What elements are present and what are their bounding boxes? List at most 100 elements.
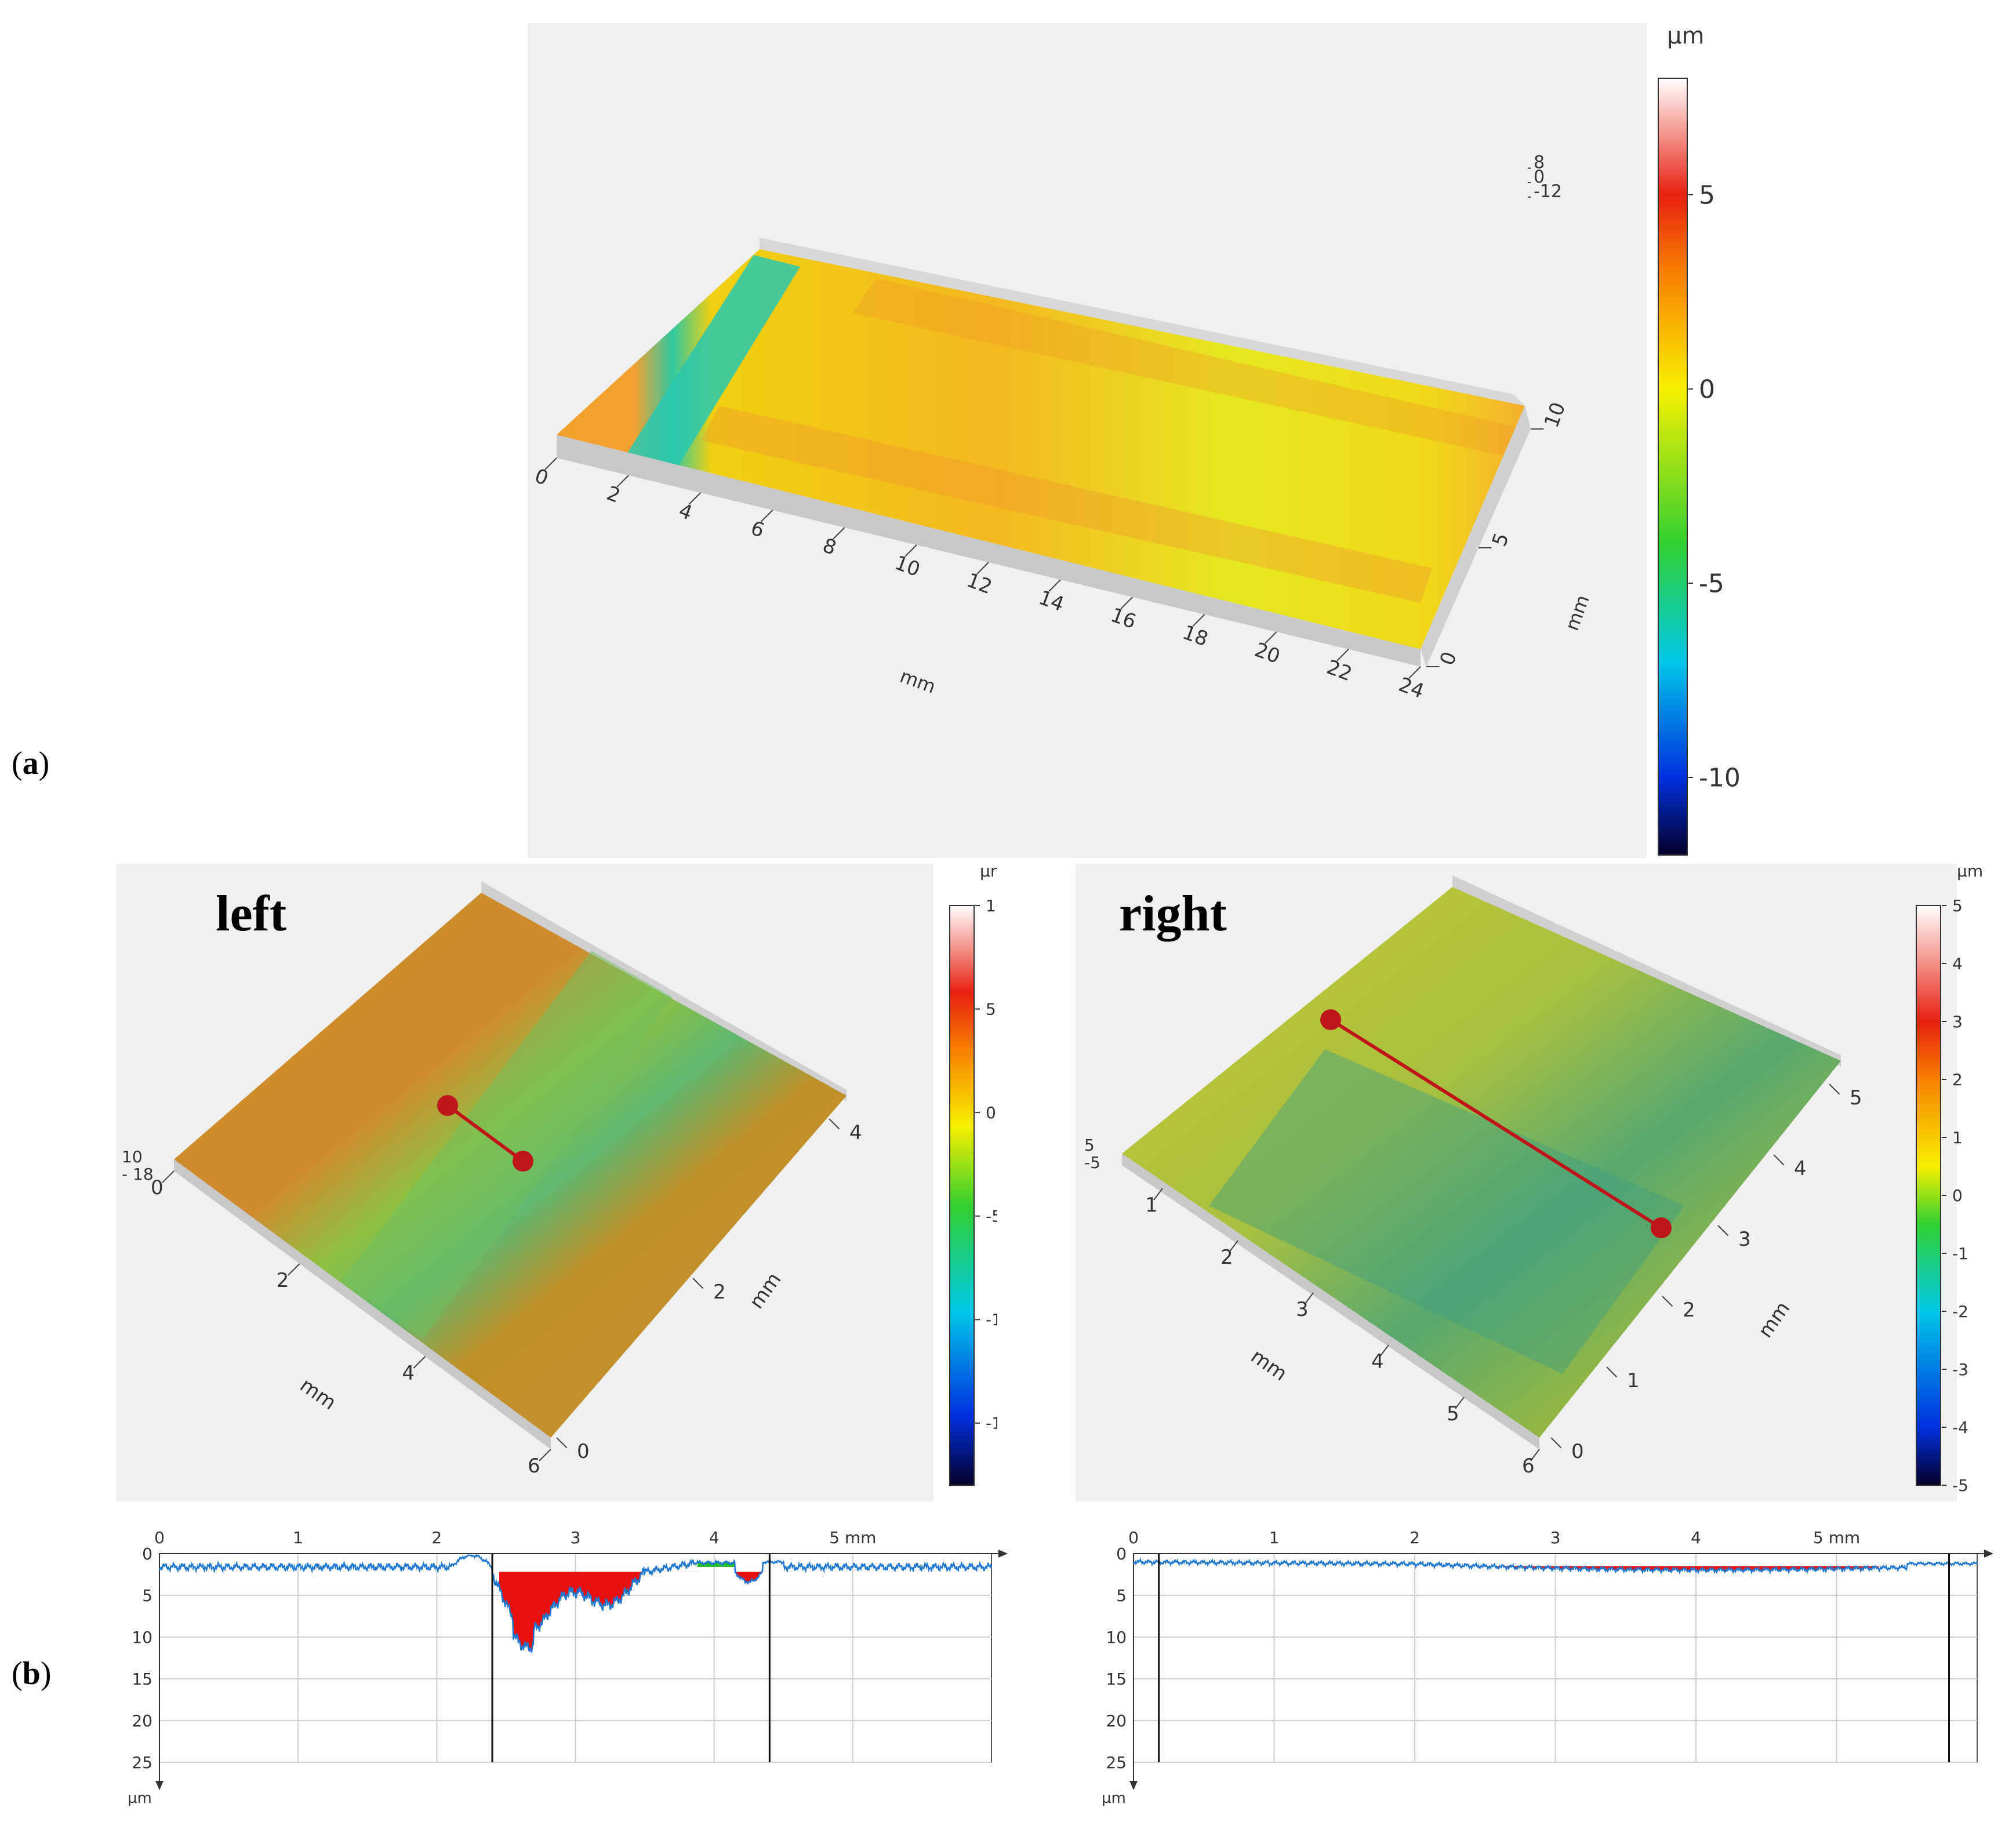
colorbar-right-ticks: 5 4 3 2 1 0 -1 -2 -3 -4 -5: [1942, 896, 1968, 1495]
figure-label-a: (a): [12, 745, 50, 781]
colorbar-left-ticks: 10 5 0 -5 -10 -15: [975, 896, 997, 1433]
x-axis-a-tick: [1048, 579, 1061, 592]
figure-label-b: (b): [12, 1656, 52, 1692]
colorbar-left-label: -5: [986, 1207, 997, 1226]
profile-y-tick: 0: [1116, 1544, 1127, 1563]
profile-y-tick: 15: [1106, 1670, 1127, 1689]
colorbar-left-label: 5: [986, 999, 996, 1019]
profile-x-tick: 3: [571, 1528, 581, 1547]
colorbar-right-label: 5: [1952, 896, 1963, 915]
colorbar-a: [1658, 78, 1688, 856]
x-axis-left-label: 6: [528, 1454, 540, 1478]
profile-y-tick: 0: [142, 1544, 152, 1563]
x-axis-left-label: 2: [277, 1269, 289, 1292]
x-axis-right-label: 4: [1371, 1350, 1384, 1373]
y-axis-right-label: 0: [1571, 1440, 1584, 1463]
profile-y-tick: 20: [132, 1711, 152, 1730]
colorbar-right-label: 0: [1952, 1186, 1963, 1205]
profile-x-tick: 3: [1550, 1528, 1561, 1547]
y-axis-left-tick: [829, 1118, 840, 1130]
profile-x-tick: 1: [293, 1528, 303, 1547]
profile-valley-fill: [499, 1572, 700, 1653]
x-axis-a-tick: [1408, 666, 1421, 679]
profile-x-tick: 4: [709, 1528, 720, 1547]
x-axis-right-tick: [1153, 1188, 1163, 1201]
profile-marker-line: [446, 1104, 524, 1163]
z-axis-a-label: 8: [1534, 152, 1545, 173]
wear-groove: [620, 255, 800, 475]
x-axis-a-tick: [616, 475, 629, 488]
x-axis-a-tick: [1264, 631, 1277, 644]
colorbar-a-unit: µm: [1667, 23, 1704, 49]
colorbar-right-label: -4: [1952, 1418, 1968, 1437]
x-axis-a-tick: [905, 544, 917, 557]
y-axis-right-tick: [1829, 1083, 1840, 1095]
profile-y-tick: 25: [132, 1753, 152, 1772]
colorbar-left: [949, 905, 975, 1486]
profile-y-tick: 10: [1106, 1628, 1127, 1647]
y-axis-right-label: 5: [1850, 1086, 1862, 1110]
colorbar-right-label: 3: [1952, 1012, 1963, 1031]
x-axis-left-label: 4: [402, 1362, 415, 1385]
x-axis-a-tick: [544, 457, 557, 470]
colorbar-a-label: -10: [1699, 763, 1741, 792]
x-axis-left-tick: [162, 1170, 175, 1183]
side-wall: [1421, 406, 1531, 667]
x-axis-right-label: 5: [1447, 1402, 1459, 1425]
profile-marker-start: [437, 1095, 458, 1116]
profile-x-tick: 2: [431, 1528, 442, 1547]
profile-y-unit: µm: [1102, 1790, 1126, 1807]
y-axis-right-tick: [1773, 1154, 1785, 1166]
profile-marker-end: [513, 1151, 533, 1172]
x-axis-right-label: 3: [1296, 1298, 1309, 1321]
y-axis-left-ticks: 0 2 4: [556, 1118, 862, 1463]
colorbar-right: [1916, 905, 1941, 1486]
x-axis-a-tick: [688, 492, 702, 505]
colorbar-right-unit: µm: [1957, 864, 1983, 881]
profile-x-tick: 0: [154, 1528, 165, 1547]
profile-marker-end: [1651, 1217, 1672, 1238]
colorbar-right-label: -2: [1952, 1302, 1968, 1321]
y-axis-left-label: 4: [849, 1121, 862, 1144]
x-axis-a-tick: [976, 562, 989, 574]
x-axis-left-tick: [539, 1449, 551, 1461]
z-axis-a-label: 0: [1534, 167, 1545, 187]
y-axis-right-label: 4: [1794, 1157, 1807, 1180]
colorbar-right-label: 1: [1952, 1128, 1963, 1147]
colorbar-left-label: -10: [986, 1310, 997, 1329]
x-axis-right-ticks: 1 2 3 4 5 6: [1145, 1188, 1540, 1478]
y-axis-right-label: 2: [1683, 1299, 1695, 1322]
profile-x-tick: 5 mm: [1813, 1528, 1860, 1547]
colorbar-right-label: 2: [1952, 1070, 1963, 1089]
x-axis-right-tick: [1229, 1240, 1238, 1253]
z-axis-a-ticks: 80-12: [1528, 152, 1562, 202]
z-axis-left-ticks: 10- 18: [122, 1147, 154, 1184]
z-axis-right-ticks: 5-5: [1084, 1136, 1100, 1172]
colorbar-left-label: 10: [986, 896, 997, 915]
profile-y-tick: 15: [132, 1670, 152, 1689]
x-axis-right-tick: [1455, 1396, 1465, 1409]
x-axis-left-tick: [287, 1263, 300, 1276]
profile-y-tick: 20: [1106, 1711, 1127, 1730]
y-axis-left-tick: [692, 1278, 704, 1289]
surface-band: [852, 278, 1525, 458]
colorbar-a-label: 5: [1699, 180, 1715, 210]
profile-x-arrowhead: [1984, 1550, 1993, 1558]
right-title: right: [1119, 886, 1227, 942]
surface-band: [702, 406, 1432, 603]
profile-y-unit: µm: [128, 1790, 152, 1807]
profile-x-tick: 1: [1269, 1528, 1280, 1547]
colorbar-right-label: -3: [1952, 1360, 1968, 1379]
profile-x-tick: 5 mm: [829, 1528, 876, 1547]
profile-line: [158, 1554, 993, 1654]
z-axis-left-label: 10: [122, 1147, 143, 1166]
z-axis-a-label: -12: [1534, 181, 1562, 202]
profile-y-tick: 5: [142, 1586, 152, 1605]
x-axis-a-tick: [760, 510, 773, 522]
right-front-wall: [1122, 1154, 1539, 1449]
y-axis-left-tick: [556, 1437, 568, 1449]
x-axis-a-tick: [1120, 597, 1134, 609]
x-axis-right-tick: [1304, 1292, 1314, 1305]
x-axis-right-label: 2: [1221, 1246, 1233, 1269]
